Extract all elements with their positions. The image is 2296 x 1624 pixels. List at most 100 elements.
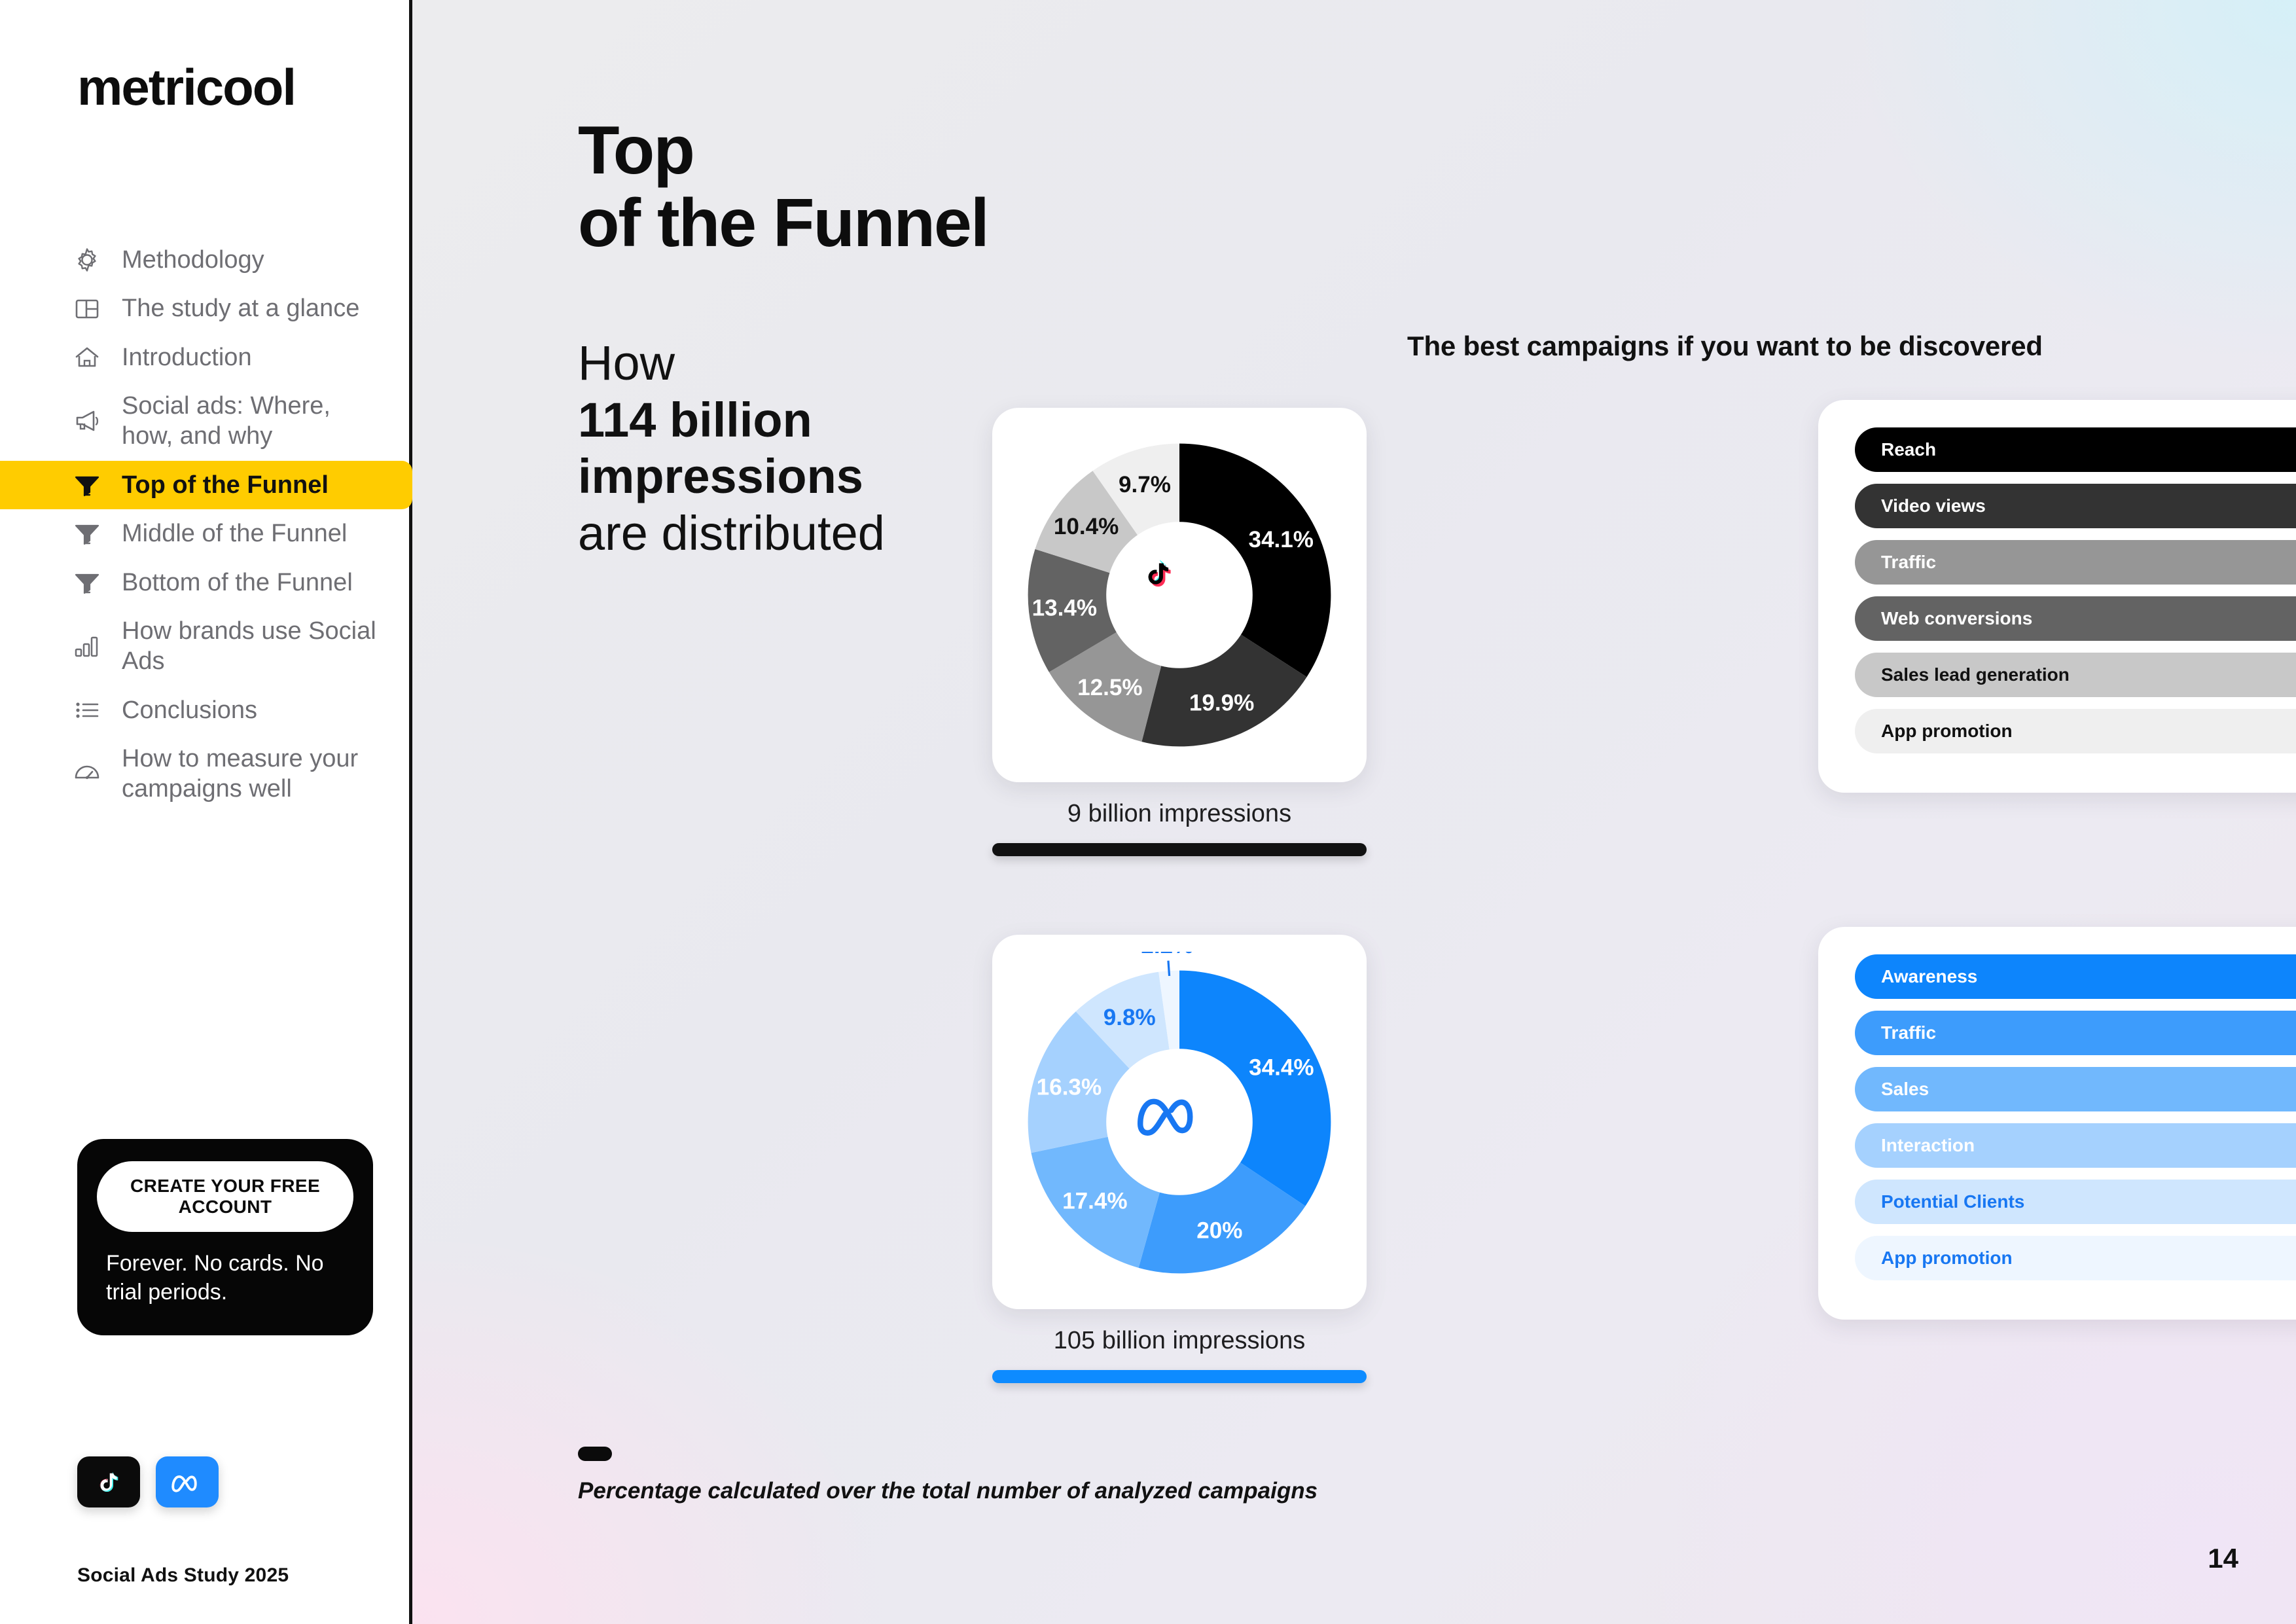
bar-label: Web conversions <box>1855 596 2296 641</box>
footnote-text: Percentage calculated over the total num… <box>578 1478 1318 1504</box>
sidebar-item-label: Bottom of the Funnel <box>122 568 353 596</box>
sidebar-nav: Methodology The study at a glance Introduc… <box>0 236 412 814</box>
cta-card: CREATE YOUR FREE ACCOUNT Forever. No car… <box>77 1139 373 1336</box>
sidebar-item-how-brands-use-social-ads[interactable]: How brands use Social Ads <box>0 607 412 686</box>
donut-slice-label: 9.7% <box>1119 472 1171 497</box>
meta-donut-chart: 34.4% 20% 17.4% 16.3% 9.8% 2.2% <box>1028 952 1331 1274</box>
sidebar-item-the-study-at-a-glance[interactable]: The study at a glance <box>0 284 412 333</box>
sidebar-item-top-of-the-funnel[interactable]: Top of the Funnel <box>0 460 412 510</box>
page-title: Top of the Funnel <box>578 113 990 262</box>
kicker-line-1: How <box>578 336 675 390</box>
kicker-text: How 114 billion impressions are distribu… <box>578 335 997 562</box>
bar-label: Reach <box>1855 427 2296 472</box>
tiktok-bars-list: Reach34.1% Video views19.9% Traffic12.5% We… <box>1855 427 2296 753</box>
donut-slice-label: 19.9% <box>1189 690 1254 715</box>
bar-chart-icon <box>72 631 102 661</box>
donut-slice-label: 20% <box>1196 1218 1242 1243</box>
tiktok-donut-chart: 34.1% 19.9% 12.5% 13.4% 10.4%9.7% <box>1028 443 1331 747</box>
bar-label: App promotion <box>1855 709 2296 753</box>
bar-row: Traffic12.5% <box>1855 540 2296 585</box>
bar-row: Interaction16.3% <box>1855 1123 2296 1168</box>
bar-row: Potential Clients9.8% <box>1855 1180 2296 1224</box>
bar-label: Sales <box>1855 1067 2296 1111</box>
donut-slice-label: 12.5% <box>1077 675 1142 700</box>
tiktok-caption-rule <box>992 843 1367 856</box>
donut-hole <box>1106 1049 1253 1195</box>
sidebar-item-label: Top of the Funnel <box>122 471 329 499</box>
bar-row: Reach34.1% <box>1855 427 2296 472</box>
donut-slice-label: 16.3% <box>1037 1074 1102 1100</box>
funnel-icon <box>72 568 102 598</box>
social-links <box>77 1456 219 1507</box>
sidebar-item-label: Introduction <box>122 343 252 371</box>
section-heading: The best campaigns if you want to be dis… <box>1407 331 2043 361</box>
sidebar-item-label: The study at a glance <box>122 295 360 323</box>
bar-label: Interaction <box>1855 1123 2296 1168</box>
donut-leader-line <box>1167 960 1171 977</box>
sidebar-item-label: Methodology <box>122 246 264 274</box>
sidebar-item-bottom-of-the-funnel[interactable]: Bottom of the Funnel <box>0 558 412 607</box>
donut-slice-label: 2.2% <box>1141 952 1193 958</box>
meta-donut-caption: 105 billion impressions <box>1053 1327 1306 1354</box>
meta-icon <box>1137 1098 1193 1136</box>
bar-row: Sales lead generation10.4% <box>1855 653 2296 697</box>
bar-row: App promotion2.2% <box>1855 1236 2296 1280</box>
bar-label: Traffic <box>1855 1011 2296 1055</box>
sidebar-item-label: Conclusions <box>122 696 257 724</box>
megaphone-icon <box>72 406 102 436</box>
bar-row: Web conversions13.4% <box>1855 596 2296 641</box>
bar-label: Sales lead generation <box>1855 653 2296 697</box>
donut-slice-label: 17.4% <box>1062 1188 1127 1214</box>
sidebar-item-introduction[interactable]: Introduction <box>0 333 412 382</box>
create-free-account-button[interactable]: CREATE YOUR FREE ACCOUNT <box>97 1161 353 1232</box>
bar-row: Sales17.4% <box>1855 1067 2296 1111</box>
bar-label: Traffic <box>1855 540 2296 585</box>
gear-icon <box>72 245 102 275</box>
donut-hole <box>1106 522 1253 668</box>
home-icon <box>72 342 102 372</box>
sidebar: metricool Methodology The study at a glan… <box>0 0 412 1624</box>
bar-row: Awareness34.4% <box>1855 954 2296 999</box>
meta-donut-card: 34.4% 20% 17.4% 16.3% 9.8% 2.2% <box>992 935 1367 1309</box>
tiktok-bars-card: Reach34.1% Video views19.9% Traffic12.5% We… <box>1818 400 2296 793</box>
donut-slice-label: 34.4% <box>1249 1055 1314 1080</box>
gauge-icon <box>72 759 102 789</box>
page-number: 14 <box>2208 1543 2238 1574</box>
kicker-strong: 114 billion impressions <box>578 392 863 504</box>
meta-bars-card: Awareness34.4% Traffic20% Sales17.4% Intera… <box>1818 927 2296 1320</box>
meta-bars-list: Awareness34.4% Traffic20% Sales17.4% Intera… <box>1855 954 2296 1280</box>
sidebar-item-label: How brands use Social Ads <box>122 617 376 676</box>
donut-slice-label: 10.4% <box>1054 514 1119 539</box>
tiktok-icon[interactable] <box>77 1456 140 1507</box>
sidebar-item-label: How to measure your campaigns well <box>122 744 359 803</box>
bar-row: Video views19.9% <box>1855 484 2296 528</box>
sidebar-item-how-to-measure-your-campaigns-well[interactable]: How to measure your campaigns well <box>0 734 412 814</box>
meta-icon[interactable] <box>156 1456 219 1507</box>
tiktok-donut-card: 34.1% 19.9% 12.5% 13.4% 10.4% 9.7% <box>992 408 1367 782</box>
donut-slice-label: 34.1% <box>1248 527 1313 552</box>
donut-slice-label: 13.4% <box>1032 596 1097 621</box>
bar-label: Video views <box>1855 484 2296 528</box>
meta-caption-rule <box>992 1370 1367 1383</box>
bar-row: Traffic20% <box>1855 1011 2296 1055</box>
donut-slice <box>1028 549 1179 672</box>
bar-label: Potential Clients <box>1855 1180 2296 1224</box>
list-icon <box>72 695 102 725</box>
bar-label: App promotion <box>1855 1236 2296 1280</box>
footnote-dash <box>578 1447 612 1461</box>
funnel-icon <box>72 518 102 549</box>
sidebar-item-methodology[interactable]: Methodology <box>0 236 412 284</box>
sidebar-item-social-ads-where-how-and-why[interactable]: Social ads: Where, how, and why <box>0 382 412 461</box>
main-content: Top of the Funnel How 114 billion impres… <box>412 0 2296 1624</box>
bar-row: App promotion9.7% <box>1855 709 2296 753</box>
layout-icon <box>72 294 102 324</box>
bar-label: Awareness <box>1855 954 2296 999</box>
sidebar-item-middle-of-the-funnel[interactable]: Middle of the Funnel <box>0 509 412 558</box>
sidebar-item-conclusions[interactable]: Conclusions <box>0 686 412 734</box>
tiktok-donut-caption: 9 billion impressions <box>1067 800 1292 827</box>
tiktok-icon <box>1148 560 1171 587</box>
kicker-line-3: are distributed <box>578 505 885 560</box>
brand-logo: metricool <box>77 58 296 116</box>
funnel-icon <box>72 470 102 500</box>
